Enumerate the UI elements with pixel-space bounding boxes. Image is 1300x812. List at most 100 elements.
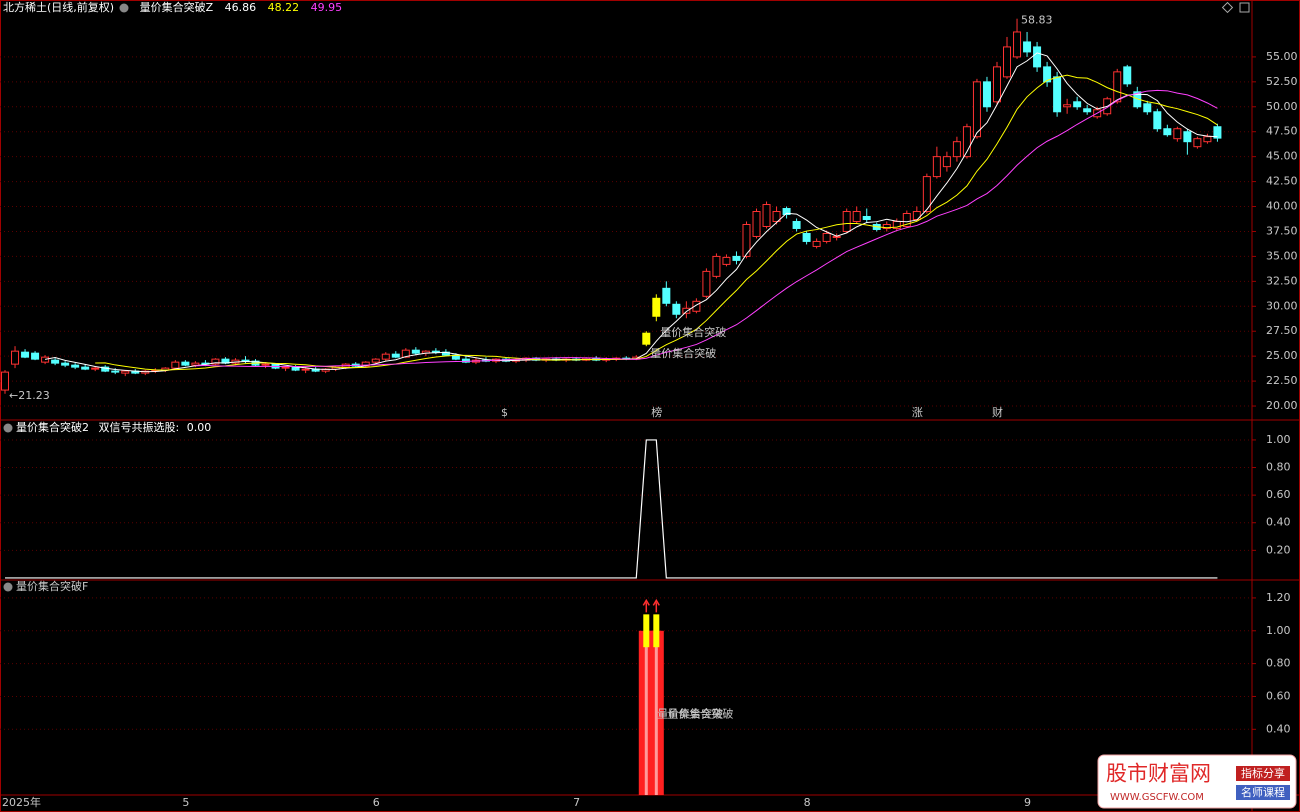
candle-body: [822, 232, 831, 242]
candle-body: [962, 126, 971, 158]
bar-highlight: [644, 630, 648, 795]
y-tick-label: 0.60: [1266, 689, 1291, 702]
signal-arrow: [652, 598, 660, 606]
candle-body: [1183, 131, 1192, 143]
panel-icon[interactable]: [3, 423, 13, 433]
candle-body: [912, 211, 921, 220]
watermark-name: 股市财富网: [1106, 762, 1211, 786]
candle-body: [281, 366, 290, 369]
candle-body: [802, 232, 811, 242]
event-marker: 涨: [912, 406, 923, 419]
candle-body: [31, 352, 40, 360]
ma-line: [195, 89, 1218, 367]
annotation: 量价集合突破: [657, 707, 723, 721]
y-tick-label: 47.50: [1266, 125, 1298, 138]
y-tick-label: 50.00: [1266, 100, 1298, 113]
y-tick-label: 1.00: [1266, 433, 1291, 446]
candle-body: [1113, 71, 1122, 103]
y-tick-label: 0.80: [1266, 461, 1291, 474]
watermark-url: WWW.GSCFW.COM: [1110, 792, 1204, 803]
candle-body: [942, 156, 951, 168]
y-tick-label: 35.00: [1266, 249, 1298, 262]
y-tick-label: 0.60: [1266, 488, 1291, 501]
candle-body: [121, 370, 130, 374]
candle-body: [672, 303, 681, 315]
candle-body: [1193, 138, 1202, 148]
candle-body: [852, 211, 861, 222]
y-tick-label: 30.00: [1266, 299, 1298, 312]
signal-bar: [643, 614, 650, 648]
header: 北方稀土(日线,前复权) 量价集合突破Z 46.86 48.22 49.95: [3, 0, 342, 14]
y-tick-label: 27.50: [1266, 324, 1298, 337]
indicator-name: 量价集合突破Z: [140, 0, 214, 14]
y-tick-label: 52.50: [1266, 75, 1298, 88]
annotation: 量价集合突破: [650, 346, 716, 360]
candle-body: [952, 141, 961, 158]
x-tick-label: 6: [373, 796, 380, 809]
candle-body: [902, 213, 911, 227]
x-tick-label: 2025年: [2, 795, 41, 809]
candle-body: [81, 366, 90, 370]
indicator-name: 量价集合突破2: [16, 420, 89, 434]
candle-body: [762, 204, 771, 227]
y-tick-label: 45.00: [1266, 150, 1298, 163]
annotation: 量价集合突破: [660, 325, 726, 339]
candle-body: [91, 367, 100, 370]
candle-body: [1073, 101, 1082, 108]
candle-body: [1, 371, 10, 391]
annotation: 58.83: [1021, 14, 1053, 27]
candle-body: [381, 353, 390, 360]
y-tick-label: 25.00: [1266, 349, 1298, 362]
candle-body: [722, 256, 731, 265]
event-marker: 财: [992, 405, 1003, 419]
candle-body: [1203, 136, 1212, 143]
panel-title: 量价集合突破F: [16, 579, 88, 593]
x-tick-label: 7: [573, 796, 580, 809]
candle-body: [972, 81, 981, 138]
candle-body: [181, 361, 190, 366]
candle-body: [111, 370, 120, 373]
candle-body: [682, 307, 691, 314]
candle-body: [61, 362, 70, 366]
candle-body: [1013, 31, 1022, 58]
candle-body: [982, 81, 991, 108]
candle-body: [401, 349, 410, 358]
candle-body: [1123, 66, 1132, 85]
toolbar-icon[interactable]: [1239, 2, 1250, 13]
candle-body: [301, 368, 310, 371]
candle-body: [782, 208, 791, 216]
candle-body: [1023, 41, 1032, 53]
annotation: ←21.23: [9, 389, 50, 402]
y-tick-label: 22.50: [1266, 374, 1298, 387]
candle-body: [842, 211, 851, 232]
candle-body: [702, 270, 711, 297]
y-tick-label: 32.50: [1266, 274, 1298, 287]
candle-body: [101, 366, 110, 372]
candle-body: [1053, 76, 1062, 113]
y-tick-label: 1.00: [1266, 624, 1291, 637]
x-tick-label: 8: [804, 796, 811, 809]
candle-body: [431, 350, 440, 353]
watermark-tag-text: 指标分享: [1241, 766, 1285, 780]
signal-bar: [653, 614, 660, 648]
candle-body: [1083, 108, 1092, 113]
y-tick-label: 0.20: [1266, 543, 1291, 556]
candle-body: [261, 363, 270, 366]
candle-body: [211, 358, 220, 365]
panel-icon[interactable]: [119, 3, 129, 13]
candle-body: [732, 255, 741, 261]
candle-body: [772, 211, 781, 222]
toolbar-icon[interactable]: [1221, 1, 1234, 14]
candle-body: [1063, 104, 1072, 108]
candle-body: [391, 353, 400, 358]
candle-body: [1033, 46, 1042, 68]
candle-body: [411, 349, 420, 354]
y-tick-label: 37.50: [1266, 224, 1298, 237]
panel-icon[interactable]: [3, 582, 13, 592]
panel-title: 量价集合突破2 双信号共振选股: 0.00: [16, 420, 211, 434]
ma-line: [95, 74, 1218, 371]
candle-body: [752, 211, 761, 237]
signal-arrow: [642, 598, 650, 606]
stock-title: 北方稀土(日线,前复权): [3, 0, 114, 14]
